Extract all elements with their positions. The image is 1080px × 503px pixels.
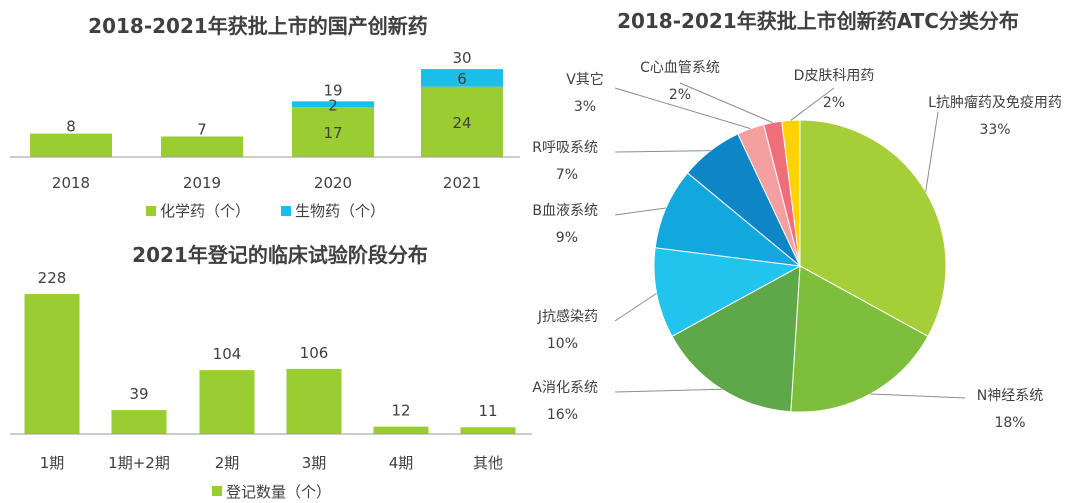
chart3-leader-1 bbox=[870, 393, 966, 399]
chart2-xtick-3: 3期 bbox=[302, 454, 327, 472]
chart1-xtick-2020: 2020 bbox=[314, 174, 352, 192]
chart2-label-0: 228 bbox=[38, 269, 67, 287]
chart3-label-5: R呼吸系统 bbox=[532, 140, 598, 156]
chart3-pie: L抗肿瘤药及免疫用药 33% N神经系统 18% A消化系统 16% J抗感染药 10% B血液… bbox=[532, 60, 1062, 431]
chart3-leader-0 bbox=[925, 111, 939, 192]
chart3-leader-7 bbox=[679, 82, 773, 124]
chart3-label-7: C心血管系统 bbox=[640, 60, 720, 76]
chart3-label-8: D皮肤科用药 bbox=[794, 68, 875, 84]
chart2-label-5: 11 bbox=[478, 402, 497, 420]
chart2-legend-label: 登记数量（个） bbox=[226, 483, 331, 501]
chart3-leader-6 bbox=[614, 87, 751, 130]
chart3-pct-5: 7% bbox=[556, 167, 578, 183]
chart1-title: 2018-2021年获批上市的国产创新药 bbox=[88, 14, 428, 38]
chart1-legend: 化学药（个） 生物药（个） bbox=[146, 202, 385, 220]
chart2-legend: 登记数量（个） bbox=[212, 483, 331, 501]
chart2-bars: 228 1期 39 1期+2期 104 2期 106 3期 12 4期 11 其他 bbox=[24, 269, 516, 472]
chart2-label-2: 104 bbox=[213, 345, 242, 363]
chart1-xtick-2021: 2021 bbox=[443, 174, 481, 192]
chart3-label-2: A消化系统 bbox=[532, 380, 598, 396]
chart2-title: 2021年登记的临床试验阶段分布 bbox=[132, 243, 428, 267]
chart1-xtick-2018: 2018 bbox=[52, 174, 90, 192]
chart2-bar-4 bbox=[373, 426, 429, 434]
chart3-slice-8 bbox=[781, 119, 801, 267]
chart3-label-1: N神经系统 bbox=[977, 388, 1043, 404]
chart1-legend-swatch-chemical bbox=[146, 206, 156, 216]
chart3-slice-2 bbox=[671, 265, 801, 413]
chart3-slice-1 bbox=[790, 265, 929, 413]
chart1-label-chem-2021: 24 bbox=[452, 114, 471, 132]
chart1-bar-chemical-2020 bbox=[292, 107, 374, 157]
chart1-bar-chemical-2018 bbox=[30, 133, 112, 157]
chart2-bar-2 bbox=[199, 370, 255, 434]
chart1-total-2021: 30 bbox=[452, 49, 471, 67]
chart2-label-1: 39 bbox=[129, 385, 148, 403]
chart3-pct-4: 9% bbox=[556, 230, 578, 246]
chart2-label-4: 12 bbox=[391, 402, 410, 420]
chart1-bar-chemical-2021 bbox=[421, 86, 503, 157]
chart1-label-bio-2020: 2 bbox=[328, 96, 338, 114]
chart3-slice-4 bbox=[654, 172, 802, 267]
chart1-bars: 8 2018 7 2019 2 17 19 2020 6 24 30 2021 bbox=[30, 49, 503, 192]
chart3-label-4: B血液系统 bbox=[532, 203, 598, 219]
chart2-xtick-0: 1期 bbox=[40, 454, 65, 472]
chart2-label-3: 106 bbox=[300, 344, 329, 362]
chart3-leader-5 bbox=[614, 150, 711, 153]
chart3-label-6: V其它 bbox=[566, 71, 604, 88]
chart3-pct-1: 18% bbox=[994, 415, 1025, 431]
chart1-legend-chemical: 化学药（个） bbox=[160, 202, 250, 220]
chart3-label-0: L抗肿瘤药及免疫用药 bbox=[928, 94, 1062, 111]
chart3-title: 2018-2021年获批上市创新药ATC分类分布 bbox=[617, 9, 1019, 33]
chart1-label-chem-2018: 8 bbox=[66, 118, 76, 136]
chart1-total-2020: 19 bbox=[323, 81, 342, 99]
chart1-label-chem-2019: 7 bbox=[197, 120, 207, 138]
chart1-label-bio-2021: 6 bbox=[457, 70, 467, 88]
chart3-pct-8: 2% bbox=[823, 95, 845, 111]
chart2-xtick-2: 2期 bbox=[215, 454, 240, 472]
chart3-leader-3 bbox=[614, 292, 657, 322]
chart3-leader-4 bbox=[614, 207, 667, 216]
chart3-pct-7: 2% bbox=[669, 87, 691, 103]
chart1-label-chem-2020: 17 bbox=[323, 124, 342, 142]
chart2-legend-swatch bbox=[212, 486, 222, 496]
chart2-bar-3 bbox=[286, 368, 342, 434]
chart3-label-3: J抗感染药 bbox=[537, 308, 598, 325]
chart1-bar-chemical-2019 bbox=[161, 136, 243, 157]
chart1-xtick-2019: 2019 bbox=[183, 174, 221, 192]
chart1-bar-bio-2021 bbox=[421, 69, 503, 87]
chart3-leader-8 bbox=[790, 87, 835, 121]
chart1-legend-bio: 生物药（个） bbox=[295, 202, 385, 220]
chart2-xtick-5: 其他 bbox=[473, 454, 503, 472]
chart2-xtick-1: 1期+2期 bbox=[108, 454, 170, 472]
chart3-leader-2 bbox=[614, 388, 722, 393]
chart2-xtick-4: 4期 bbox=[389, 454, 414, 472]
chart3-pct-2: 16% bbox=[547, 407, 578, 423]
chart3-pct-0: 33% bbox=[979, 122, 1010, 138]
chart1-legend-swatch-bio bbox=[281, 206, 291, 216]
chart3-slice-0 bbox=[799, 119, 947, 338]
chart2-bar-0 bbox=[24, 294, 80, 434]
chart3-pct-3: 10% bbox=[547, 336, 578, 352]
chart3-pct-6: 3% bbox=[574, 99, 596, 115]
chart2-bar-5 bbox=[460, 427, 516, 434]
chart1-bar-bio-2020 bbox=[292, 101, 374, 108]
chart2-bar-1 bbox=[111, 410, 167, 434]
